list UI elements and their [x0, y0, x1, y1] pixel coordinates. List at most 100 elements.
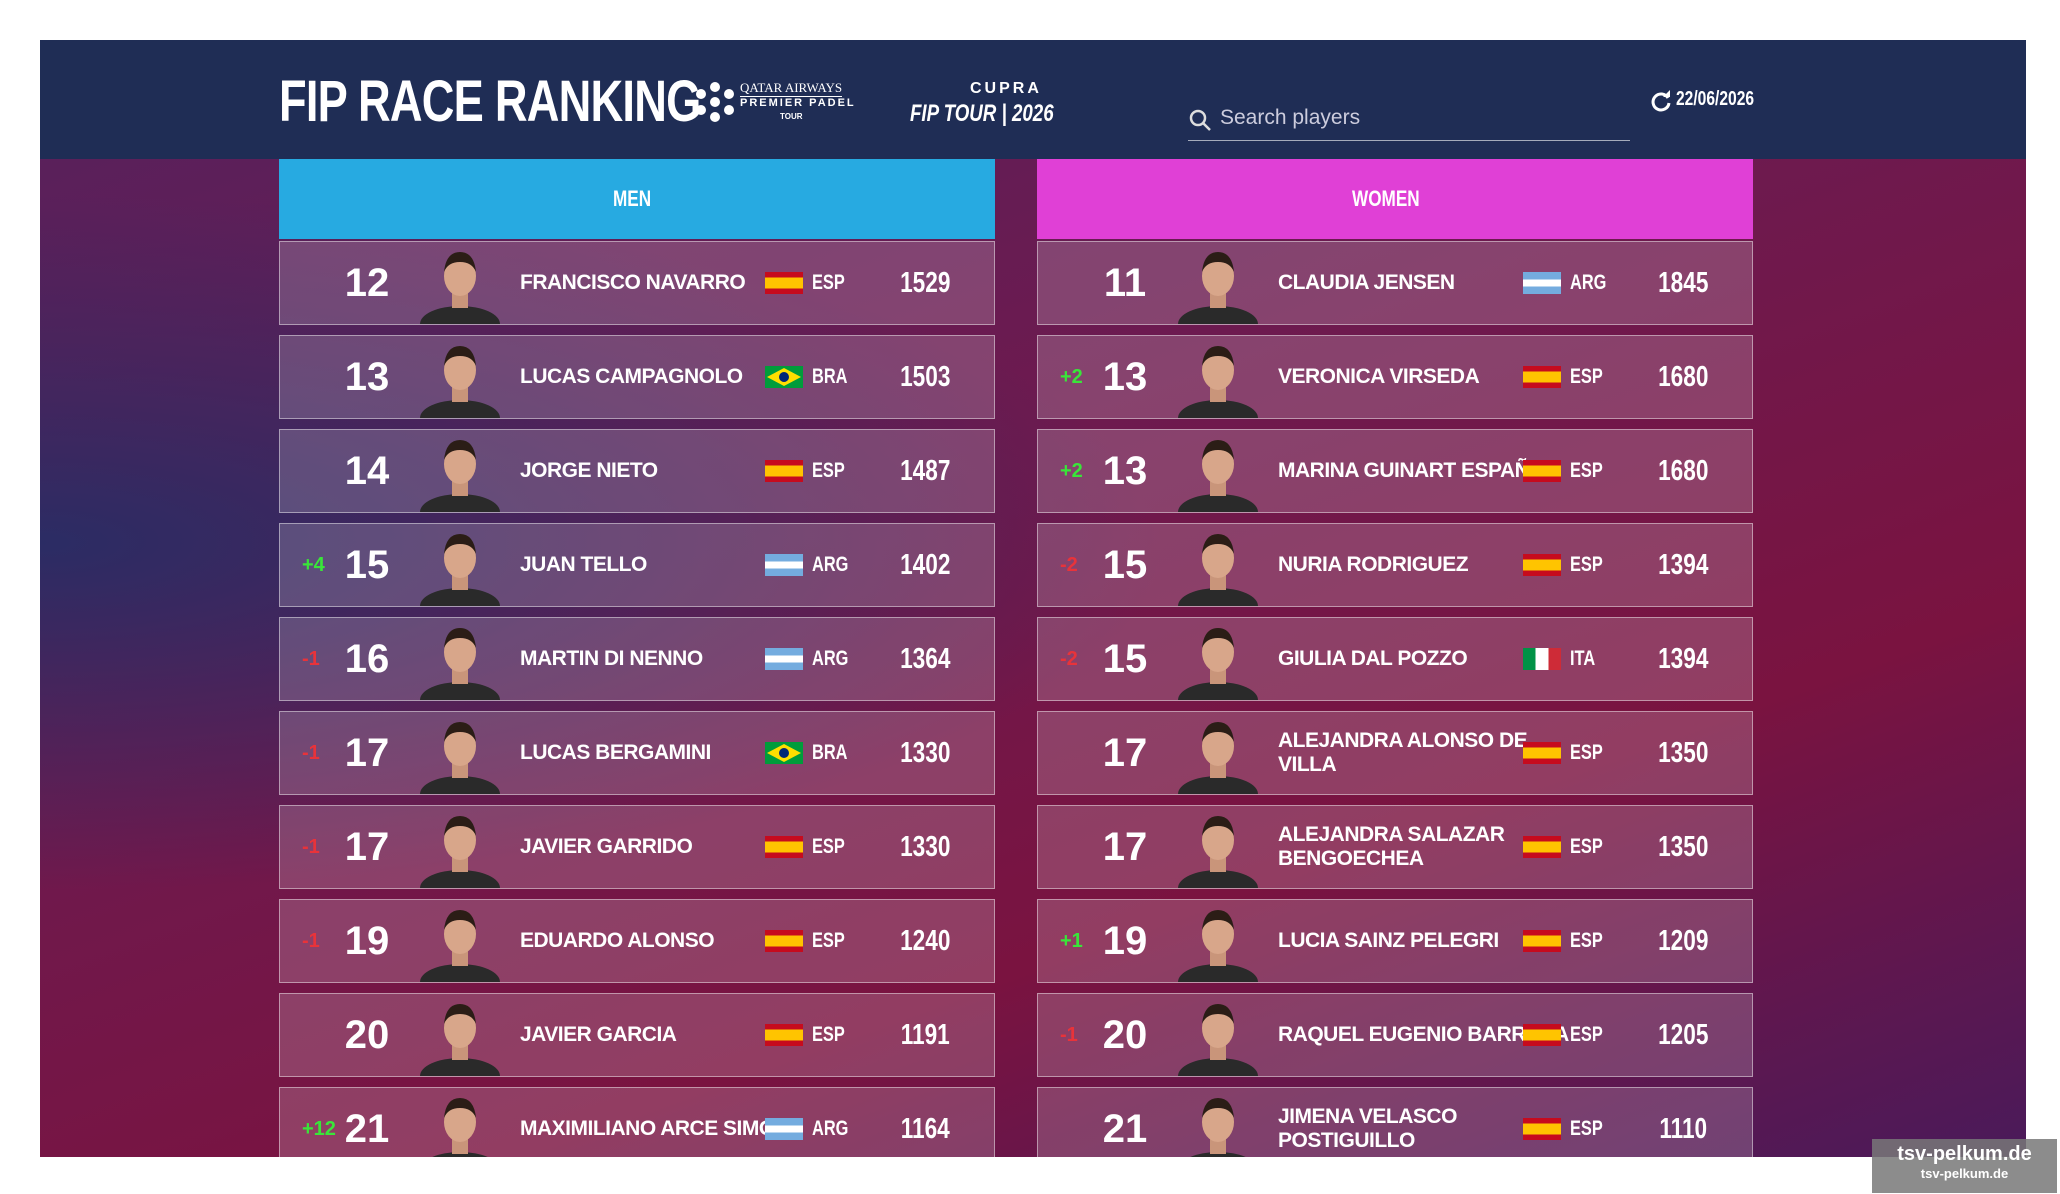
rank-change: +2: [1060, 366, 1083, 388]
player-row[interactable]: -1 19 EDUARDO ALONSO ESP 1240: [279, 899, 995, 983]
player-row[interactable]: 13 LUCAS CAMPAGNOLO BRA 1503: [279, 335, 995, 419]
watermark-text: tsv-pelkum.de: [1897, 1143, 2032, 1165]
player-photo: [420, 910, 500, 982]
rank-change: -1: [302, 742, 320, 764]
refresh-icon[interactable]: [1650, 90, 1672, 112]
player-row[interactable]: -2 15 NURIA RODRIGUEZ ESP 1394: [1037, 523, 1753, 607]
player-photo: [1178, 910, 1258, 982]
rank-change: +2: [1060, 460, 1083, 482]
rank-change: -2: [1060, 554, 1078, 576]
rank: 15: [344, 543, 390, 587]
points: 1845: [1658, 267, 1709, 299]
points: 1209: [1658, 925, 1709, 957]
sponsor-line: QATAR AIRWAYS: [740, 80, 843, 97]
player-row[interactable]: 12 FRANCISCO NAVARRO ESP 1529: [279, 241, 995, 325]
country-flag: [765, 930, 803, 952]
player-row[interactable]: +1 19 LUCIA SAINZ PELEGRI ESP 1209: [1037, 899, 1753, 983]
column-header[interactable]: WOMEN: [1037, 159, 1753, 239]
player-name: MAXIMILIANO ARCE SIMO: [520, 1117, 775, 1140]
country-flag: [765, 272, 803, 294]
header-bar: FIP RACE RANKING QATAR AIRWAYS PREMIER P…: [40, 40, 2026, 159]
player-photo: [420, 252, 500, 324]
player-row[interactable]: 14 JORGE NIETO ESP 1487: [279, 429, 995, 513]
rank: 14: [344, 449, 390, 493]
player-row[interactable]: +12 21 MAXIMILIANO ARCE SIMO ARG 1164: [279, 1087, 995, 1157]
rank: 17: [344, 731, 390, 775]
rank-change: -1: [1060, 1024, 1078, 1046]
player-name: JAVIER GARRIDO: [520, 835, 693, 858]
country-flag: [765, 366, 803, 388]
player-photo: [1190, 1098, 1246, 1157]
player-photo: [420, 816, 500, 888]
sponsor-line: TOUR: [780, 112, 803, 121]
points: 1680: [1658, 361, 1709, 393]
country-flag: [1523, 930, 1561, 952]
country-flag: [765, 1024, 803, 1046]
player-name: LUCAS CAMPAGNOLO: [520, 365, 743, 388]
player-row[interactable]: -1 20 RAQUEL EUGENIO BARRERA ESP 1205: [1037, 993, 1753, 1077]
rank: 15: [1102, 637, 1148, 681]
country-code: ARG: [1570, 271, 1607, 294]
rank: 20: [1102, 1013, 1148, 1057]
player-row[interactable]: -1 16 MARTIN DI NENNO ARG 1364: [279, 617, 995, 701]
watermark: tsv-pelkum.de tsv-pelkum.de: [1872, 1139, 2057, 1193]
country-flag: [1523, 1118, 1561, 1140]
country-flag: [1523, 366, 1561, 388]
watermark-text: tsv-pelkum.de: [1920, 1166, 2009, 1181]
search-box[interactable]: Search players: [1188, 100, 1630, 141]
player-row[interactable]: -2 15 GIULIA DAL POZZO ITA 1394: [1037, 617, 1753, 701]
points: 1394: [1658, 549, 1709, 581]
player-name: JUAN TELLO: [520, 553, 647, 576]
player-row[interactable]: +4 15 JUAN TELLO ARG 1402: [279, 523, 995, 607]
points: 1402: [900, 549, 951, 581]
country-code: ARG: [812, 553, 849, 576]
points: 1110: [1659, 1113, 1708, 1145]
player-row[interactable]: 17 ALEJANDRA ALONSO DE VILLA ESP 1350: [1037, 711, 1753, 795]
points: 1680: [1658, 455, 1709, 487]
player-name: MARINA GUINART ESPAÑA: [1278, 459, 1545, 482]
search-icon: [1189, 109, 1211, 131]
column-title: WOMEN: [1351, 186, 1420, 211]
points: 1394: [1658, 643, 1709, 675]
points: 1350: [1658, 737, 1709, 769]
country-code: BRA: [812, 365, 848, 388]
player-photo: [1178, 816, 1258, 888]
flag-detail: [767, 744, 801, 762]
player-row[interactable]: +2 13 VERONICA VIRSEDA ESP 1680: [1037, 335, 1753, 419]
ranking-panel: FIP RACE RANKING QATAR AIRWAYS PREMIER P…: [40, 40, 2026, 1157]
player-row[interactable]: 11 CLAUDIA JENSEN ARG 1845: [1037, 241, 1753, 325]
player-row[interactable]: -1 17 JAVIER GARRIDO ESP 1330: [279, 805, 995, 889]
rank: 17: [1102, 731, 1148, 775]
player-photo: [1178, 628, 1258, 700]
flag-detail: [767, 368, 801, 386]
player-photo: [1178, 346, 1258, 418]
points: 1529: [900, 267, 951, 299]
player-row[interactable]: 20 JAVIER GARCIA ESP 1191: [279, 993, 995, 1077]
country-flag: [1523, 1024, 1561, 1046]
country-flag: [765, 554, 803, 576]
rank: 13: [344, 355, 390, 399]
column-header[interactable]: MEN: [279, 159, 995, 239]
player-photo: [1178, 440, 1258, 512]
player-photo: [1178, 722, 1258, 794]
points: 1487: [900, 455, 951, 487]
women-column: WOMEN 11 CLAUDIA JENSEN ARG 1845 +2 13 VERONIC…: [1037, 159, 1753, 1157]
player-row[interactable]: 17 ALEJANDRA SALAZAR BENGOECHEA ESP 1350: [1037, 805, 1753, 889]
player-row[interactable]: +2 13 MARINA GUINART ESPAÑA ESP 1680: [1037, 429, 1753, 513]
country-code: ESP: [1570, 741, 1603, 764]
rank-change: +12: [302, 1118, 336, 1140]
country-flag: [765, 1118, 803, 1140]
player-row[interactable]: 21 JIMENA VELASCO POSTIGUILLO ESP 1110: [1037, 1087, 1753, 1157]
country-flag: [765, 742, 803, 764]
country-code: ESP: [812, 271, 845, 294]
country-flag: [765, 836, 803, 858]
player-name: JIMENA VELASCO POSTIGUILLO: [1278, 1105, 1457, 1152]
country-code: ESP: [812, 459, 845, 482]
rank: 17: [1102, 825, 1148, 869]
player-name: FRANCISCO NAVARRO: [520, 271, 746, 294]
player-photo: [420, 346, 500, 418]
rank: 21: [344, 1107, 390, 1151]
player-row[interactable]: -1 17 LUCAS BERGAMINI BRA 1330: [279, 711, 995, 795]
rank-change: -2: [1060, 648, 1078, 670]
